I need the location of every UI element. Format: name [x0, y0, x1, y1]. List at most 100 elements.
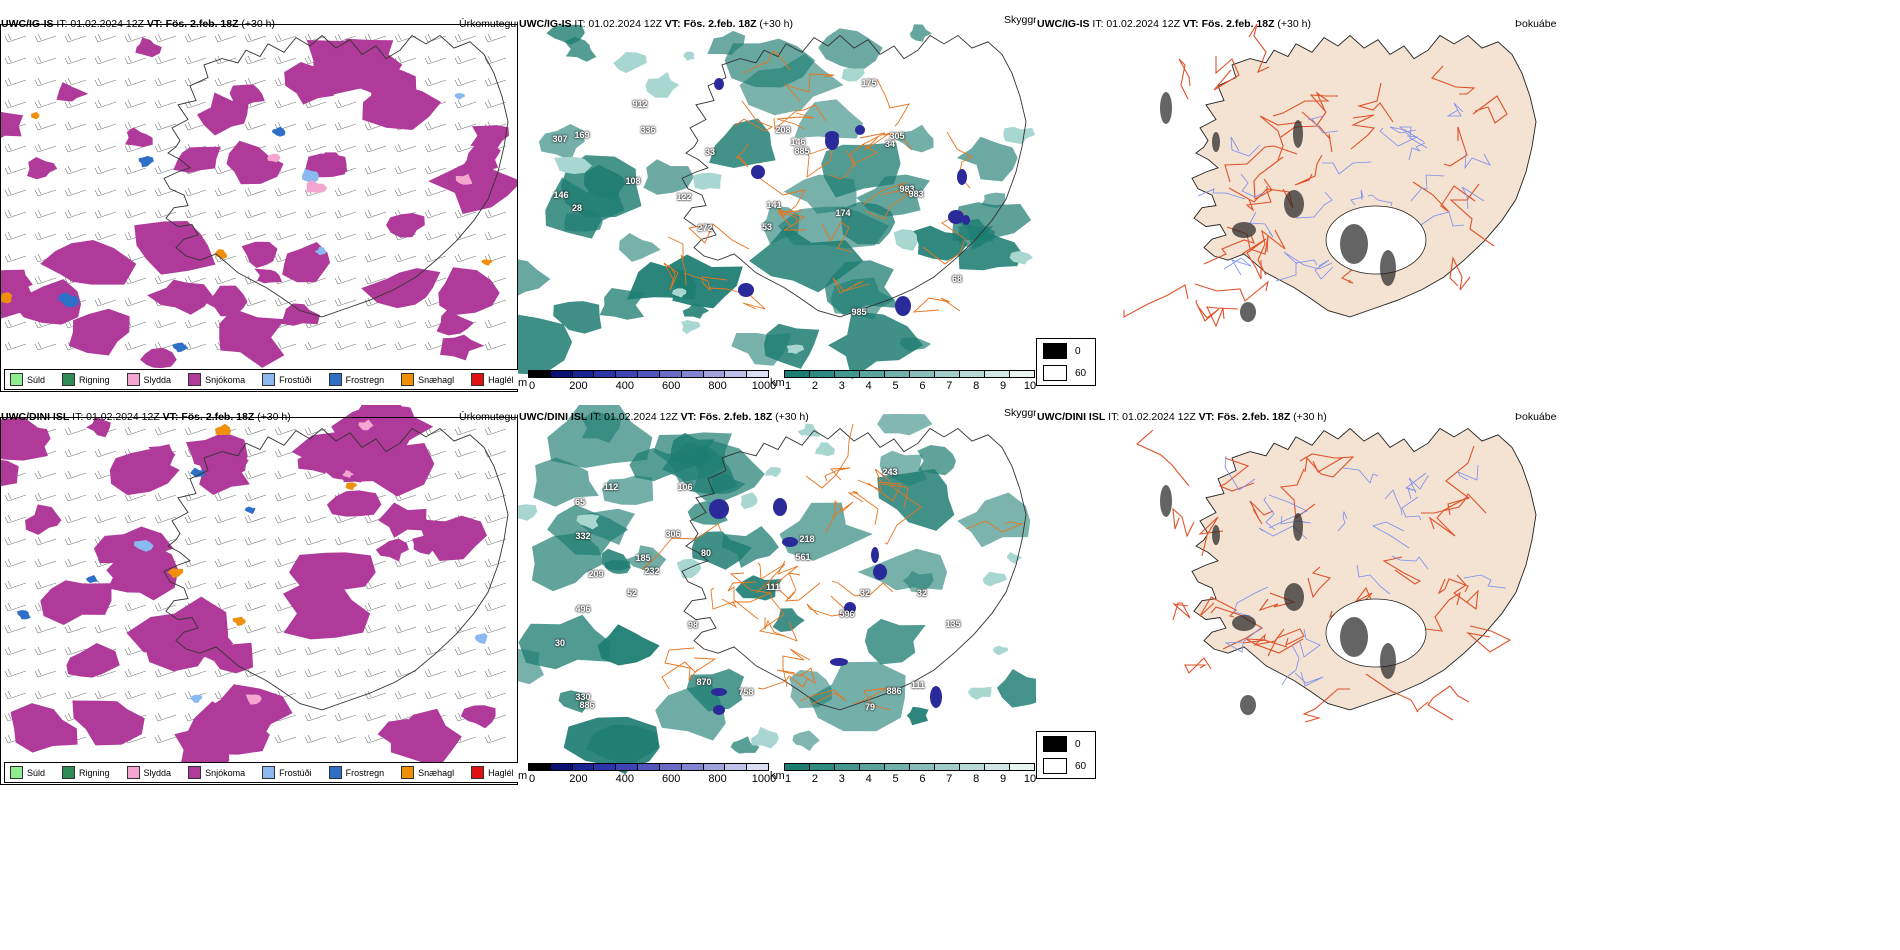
colorbar-tick: 2 [811, 773, 818, 785]
visibility-value-label: 111 [765, 582, 781, 592]
fog-legend-label: 0 [1075, 345, 1081, 357]
panel-title: UWC/DINI ISL IT: 01.02.2024 12Z VT: Fös.… [519, 411, 809, 423]
legend-label: Haglél [488, 374, 514, 385]
visibility-value-label: 306 [665, 529, 681, 539]
colorbar-segment [1009, 370, 1035, 378]
legend-swatch [471, 373, 485, 386]
fog-map [1135, 427, 1537, 723]
legend-swatch [328, 373, 342, 386]
colorbar-tick: 400 [615, 380, 634, 392]
colorbar-segment [528, 370, 551, 378]
legend-label: Súld [27, 374, 46, 385]
visibility-unit: km [770, 377, 785, 389]
colorbar-segment [959, 370, 985, 378]
river-network [1197, 102, 1491, 282]
visibility-value-label: 141 [766, 200, 782, 210]
colorbar-segment [746, 763, 769, 771]
colorbar-segment [1009, 763, 1035, 771]
legend-item: Snæhagl [401, 373, 454, 386]
visibility-value-label: 185 [635, 553, 651, 563]
legend-swatch [126, 373, 140, 386]
legend-item: Rigning [62, 766, 110, 779]
colorbar-segment [724, 370, 748, 378]
colorbar-tick: 2 [811, 380, 818, 392]
snowfall-areas [0, 405, 496, 780]
visibility-value-label: 561 [795, 552, 811, 562]
colorbar-tick: 4 [865, 773, 872, 785]
fog-index-legend: 0 60 [1036, 338, 1096, 386]
fog-legend-label: 60 [1075, 760, 1087, 772]
precip-type-legend: Súld Rigning Slydda Snjókoma Frostúði Frostre… [4, 369, 518, 390]
colorbar-segment [615, 763, 639, 771]
height-unit: m [518, 377, 528, 389]
colorbar-segment [834, 370, 860, 378]
visibility-value-label: 108 [625, 176, 641, 186]
visibility-value-label: 307 [552, 134, 568, 144]
visibility-value-label: 52 [626, 588, 638, 598]
visibility-value-label: 885 [794, 146, 810, 156]
fog-legend-label: 60 [1075, 367, 1087, 379]
fog-legend-label: 0 [1075, 738, 1081, 750]
visibility-value-label: 79 [864, 702, 876, 712]
colorbar-tick: 200 [569, 773, 588, 785]
legend-label: Rigning [79, 374, 110, 385]
colorbar-segment [746, 370, 769, 378]
field-label-fog: Þokuábendi [1515, 411, 1556, 423]
colorbar-tick: 4 [865, 380, 872, 392]
colorbar-tick: 600 [662, 773, 681, 785]
cloud-base-patches [709, 498, 942, 715]
colorbar-segment [784, 370, 810, 378]
fog-panel: UWC/IG-IS IT: 01.02.2024 12Z VT: Fös. 2.… [1036, 12, 1556, 392]
visibility-value-label: 135 [945, 619, 961, 629]
legend-swatch [10, 373, 23, 386]
visibility-value-label: 32 [916, 588, 928, 598]
legend-label: Frostúði [279, 767, 312, 778]
legend-swatch [328, 766, 342, 779]
legend-item: Súld [10, 373, 45, 386]
legend-item: Snæhagl [401, 766, 454, 779]
colorbar-segment [549, 763, 573, 771]
visibility-value-label: 68 [951, 274, 963, 284]
field-label-fog: Þokuábendi [1515, 18, 1556, 30]
visibility-value-label: 305 [889, 131, 905, 141]
visibility-value-label: 32 [859, 588, 871, 598]
colorbar-tick: 9 [1000, 773, 1007, 785]
legend-item: Snjókoma [188, 766, 245, 779]
legend-item: Frostregn [328, 373, 384, 386]
colorbar-segment [884, 763, 910, 771]
colorbar-segment [571, 370, 595, 378]
road-network [641, 423, 1024, 711]
colorbar-tick: 6 [919, 380, 926, 392]
legend-swatch [10, 766, 23, 779]
visibility-colorbar: 1 2 3 4 5 6 7 8 9 10 [784, 370, 1036, 392]
visibility-value-label: 146 [790, 137, 806, 147]
visibility-value-label: 106 [677, 482, 693, 492]
visibility-value-label: 111 [910, 680, 926, 690]
precip-type-legend: Súld Rigning Slydda Snjókoma Frostúði Frostre… [4, 762, 518, 783]
panel-title: UWC/DINI ISL IT: 01.02.2024 12Z VT: Fös.… [1, 411, 291, 423]
fog-patches [1160, 485, 1396, 715]
fog-patches [1160, 92, 1396, 322]
visibility-value-label: 30 [554, 638, 566, 648]
legend-label: Haglél [488, 767, 514, 778]
legend-label: Snjókoma [205, 374, 246, 385]
visibility-value-label: 33 [704, 147, 716, 157]
colorbar-tick: 10 [1023, 380, 1036, 392]
field-label-visibility: Skyggni [1004, 14, 1036, 26]
colorbar-segment [658, 763, 682, 771]
colorbar-segment [834, 763, 860, 771]
visibility-value-label: 330 [575, 692, 591, 702]
colorbar-segment [809, 763, 835, 771]
colorbar-segment [571, 763, 595, 771]
fog-legend-swatch [1043, 343, 1067, 359]
colorbar-tick: 5 [892, 773, 899, 785]
legend-label: Frostúði [279, 374, 312, 385]
colorbar-segment [702, 370, 726, 378]
legend-item: Frostúði [262, 766, 312, 779]
legend-item: Slydda [126, 373, 171, 386]
fog-road-network [1135, 429, 1512, 723]
panel-title: UWC/DINI ISL IT: 01.02.2024 12Z VT: Fös.… [1037, 411, 1327, 423]
height-colorbar: 0 200 400 600 800 1000 [528, 370, 776, 392]
colorbar-segment [637, 370, 660, 378]
colorbar-tick: 1000 [751, 773, 777, 785]
